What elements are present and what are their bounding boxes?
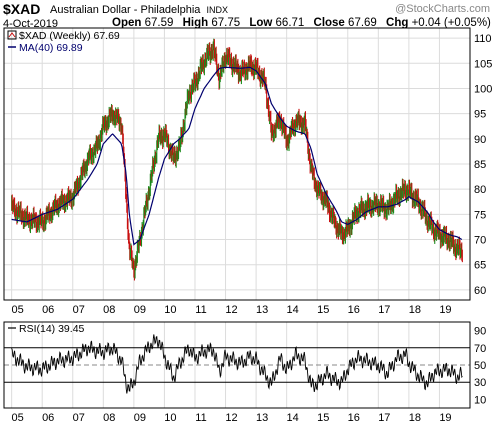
rsi-x-tick-label: 18 xyxy=(409,412,421,424)
rsi-x-tick-label: 09 xyxy=(134,412,146,424)
price-x-tick-label: 08 xyxy=(103,304,115,316)
price-y-tick-label: 95 xyxy=(474,109,486,121)
rsi-x-tick-label: 06 xyxy=(42,412,54,424)
price-x-tick-label: 11 xyxy=(195,304,206,316)
quote-date: 4-Oct-2019 xyxy=(3,18,59,30)
close-label: Close xyxy=(313,17,345,29)
ma40-line xyxy=(11,66,463,246)
price-y-tick-label: 90 xyxy=(474,134,486,146)
rsi-y-tick-label: 50 xyxy=(474,360,486,372)
rsi-x-tick-label: 14 xyxy=(287,412,299,424)
exchange: INDX xyxy=(206,5,229,15)
price-y-tick-label: 65 xyxy=(474,260,486,272)
legend-ma: MA(40) 69.89 xyxy=(19,42,83,54)
chg-label: Chg xyxy=(386,17,409,29)
price-y-tick-label: 75 xyxy=(474,209,486,221)
legend-swatch-price-mark xyxy=(8,32,16,38)
rsi-x-tick-label: 07 xyxy=(73,412,85,424)
price-x-tick-label: 10 xyxy=(164,304,176,316)
price-y-tick-label: 80 xyxy=(474,184,486,196)
rsi-panel-frame xyxy=(3,321,471,409)
price-y-tick-label: 60 xyxy=(474,285,486,297)
price-x-tick-label: 17 xyxy=(378,304,390,316)
rsi-y-tick-label: 90 xyxy=(474,326,486,338)
legend-swatch-price xyxy=(7,30,17,40)
rsi-x-tick-label: 15 xyxy=(317,412,329,424)
price-y-tick-label: 100 xyxy=(474,83,492,95)
rsi-x-tick-label: 10 xyxy=(164,412,176,424)
low-value: 66.71 xyxy=(275,17,305,29)
price-x-tick-label: 09 xyxy=(134,304,146,316)
price-x-tick-label: 07 xyxy=(73,304,85,316)
instrument-name: Australian Dollar - Philadelphia INDX xyxy=(50,4,228,16)
rsi-x-tick-label: 16 xyxy=(348,412,360,424)
price-x-tick-label: 16 xyxy=(348,304,360,316)
price-y-tick-label: 70 xyxy=(474,235,486,247)
price-x-tick-label: 06 xyxy=(42,304,54,316)
price-x-tick-label: 15 xyxy=(317,304,329,316)
credit: @StockCharts.com xyxy=(395,3,490,15)
rsi-x-tick-label: 05 xyxy=(12,412,24,424)
ohlc-row: Open 67.59 High 67.75 Low 66.71 Close 67… xyxy=(112,17,496,29)
rsi-x-tick-label: 11 xyxy=(195,412,206,424)
price-panel-frame xyxy=(3,27,471,301)
rsi-y-tick-label: 70 xyxy=(474,343,486,355)
price-x-tick-label: 18 xyxy=(409,304,421,316)
rsi-x-tick-label: 08 xyxy=(103,412,115,424)
close-value: 67.69 xyxy=(348,17,377,29)
price-x-tick-label: 05 xyxy=(12,304,24,316)
high-value: 67.75 xyxy=(211,17,241,29)
price-y-tick-label: 105 xyxy=(474,58,492,70)
price-x-tick-label: 14 xyxy=(287,304,299,316)
price-x-tick-label: 12 xyxy=(225,304,237,316)
chg-value: +0.04 (+0.05%) xyxy=(411,17,491,29)
price-x-tick-label: 19 xyxy=(439,304,451,316)
price-bars xyxy=(11,38,463,281)
rsi-y-tick-label: 30 xyxy=(474,377,486,389)
rsi-x-tick-label: 19 xyxy=(439,412,451,424)
legend-rsi: RSI(14) 39.45 xyxy=(19,323,85,335)
open-label: Open xyxy=(112,17,142,29)
high-label: High xyxy=(182,17,209,29)
instrument-title: Australian Dollar - Philadelphia xyxy=(50,4,201,16)
price-y-tick-label: 110 xyxy=(474,33,492,45)
rsi-x-tick-label: 12 xyxy=(225,412,237,424)
rsi-x-tick-label: 13 xyxy=(256,412,268,424)
low-label: Low xyxy=(249,17,273,29)
chart-header: $XAD Australian Dollar - Philadelphia IN… xyxy=(0,0,496,40)
rsi-y-tick-label: 10 xyxy=(474,394,486,406)
legend-price: $XAD (Weekly) 67.69 xyxy=(19,30,120,42)
rsi-line xyxy=(11,334,463,394)
price-y-tick-label: 85 xyxy=(474,159,486,171)
rsi-x-tick-label: 17 xyxy=(378,412,390,424)
price-x-tick-label: 13 xyxy=(256,304,268,316)
open-value: 67.59 xyxy=(144,17,174,29)
symbol: $XAD xyxy=(3,1,41,17)
